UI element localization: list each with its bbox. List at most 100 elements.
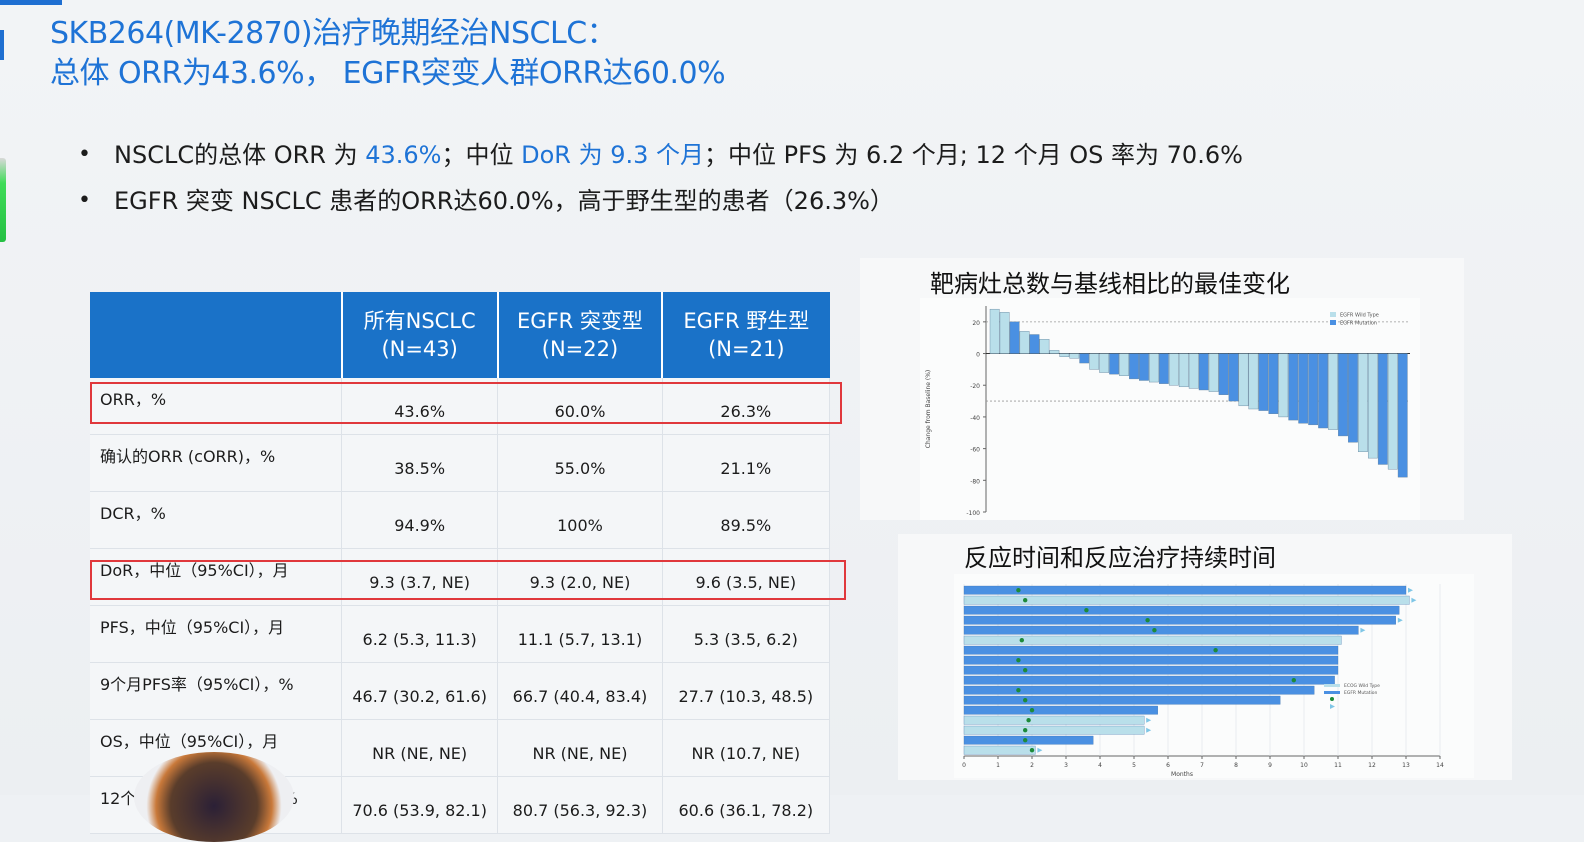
left-green-tab [0,158,6,242]
waterfall-bar [1308,353,1319,426]
response-marker [1023,698,1028,703]
table-header-cell: EGFR 突变型 (N=22) [497,292,664,378]
table-cell: 46.7 (30.2, 61.6) [341,662,499,720]
table-cell: 9.3 (2.0, NE) [497,548,663,606]
swimmer-plot-area: 0 1 2 3 4 5 6 7 8 9 10 11 12 13 14 Months ECOG Wild Type… [954,574,1474,778]
row-label: OS，中位（95%CI），月 [90,719,342,777]
table-header-cell: 所有NSCLC (N=43) [341,292,499,378]
table-cell: 6.2 (5.3, 11.3) [341,605,499,663]
x-tick-label: 14 [1436,762,1444,769]
bullet-highlight: DoR 为 9.3 个月 [521,141,704,169]
waterfall-bar [1278,353,1289,418]
table-header-cell [90,292,343,378]
title-line-2: 总体 ORR为43.6%， EGFR突变人群ORR达60.0% [50,56,726,91]
response-marker [1016,658,1021,663]
waterfall-bar [1228,353,1239,402]
x-tick-label: 9 [1268,762,1272,769]
waterfall-bar [1328,353,1338,430]
table-cell: 9.3 (3.7, NE) [341,548,499,606]
waterfall-bar [999,312,1010,354]
table-row: 确认的ORR (cORR)，% 38.5% 55.0% 21.1% [90,434,831,492]
swimmer-chart-title: 反应时间和反应治疗持续时间 [964,544,1276,572]
highlight-box-pfs [90,560,846,600]
table-cell: 9.6 (3.5, NE) [662,548,831,606]
bullet-dot: • [78,142,91,167]
swimmer-chart-panel: 反应时间和反应治疗持续时间 0 1 2 3 4 5 6 7 8 9 10 11 12 13 14 Months… [898,534,1512,780]
table-row: OS，中位（95%CI），月 NR (NE, NE) NR (NE, NE) NR (… [90,719,831,777]
waterfall-bar [1089,353,1100,370]
row-label: PFS，中位（95%CI），月 [90,605,342,663]
response-marker [1084,608,1089,613]
ongoing-arrow [1146,717,1152,723]
waterfall-bar [1119,353,1129,376]
response-marker [1023,598,1028,603]
title-line-1: SKB264(MK-2870)治疗晚期经治NSCLC： [50,16,617,51]
waterfall-bar [1039,339,1050,354]
table-cell: 27.7 (10.3, 48.5) [662,662,831,720]
x-tick-label: 3 [1064,762,1068,769]
waterfall-bar [1178,353,1189,388]
swimmer-bar [963,735,1094,745]
response-marker [1152,628,1157,633]
bullet-text-part: NSCLC的总体 ORR 为 [114,141,366,169]
waterfall-bar [1029,334,1040,354]
ongoing-arrow [1408,587,1413,593]
response-marker [1029,708,1035,713]
swimmer-bar [963,685,1315,695]
speaker-photo-fragment [134,752,294,842]
ongoing-arrow [1037,747,1043,753]
y-tick-label: -40 [970,415,980,422]
x-tick-label: 13 [1402,762,1410,769]
waterfall-bar [1338,353,1348,437]
y-tick-label: 0 [976,352,980,359]
x-tick-label: 5 [1132,762,1136,769]
waterfall-bar [1198,353,1209,391]
legend-swatch [1330,312,1336,317]
table-cell: 21.1% [662,434,831,492]
bullet-dot: • [78,188,91,213]
table-cell: 89.5% [662,491,831,549]
bullet-text-part: ；中位 PFS 为 6.2 个月; 12 个月 OS 率为 70.6% [704,141,1243,169]
swimmer-bar [963,745,1036,755]
response-marker [1291,678,1296,683]
waterfall-bar [1397,353,1408,478]
table-cell: 94.9% [341,491,499,549]
waterfall-bar [1019,331,1030,354]
x-tick-label: 12 [1368,762,1376,769]
highlight-box-orr [90,382,842,424]
response-marker [1023,668,1028,673]
table-row: PFS，中位（95%CI），月 6.2 (5.3, 11.3) 11.1 (5.7,… [90,605,831,663]
table-cell: 43.6% [341,378,499,435]
waterfall-bar [1258,353,1269,411]
y-tick-label: -80 [970,478,980,485]
table-cell: 60.6 (36.1, 78.2) [662,776,831,834]
bullet-text: NSCLC的总体 ORR 为 43.6%；中位 DoR 为 9.3 个月；中位 … [114,132,1243,178]
x-tick-label: 4 [1098,762,1102,769]
waterfall-chart: 20 0 -20 -40 -60 -80 -100 Change from Baseline … [925,306,1410,517]
row-label: DoR，中位（95%CI），月 [90,548,342,606]
row-label: 9个月PFS率（95%CI），% [90,662,342,720]
waterfall-bar [1358,353,1368,452]
table-cell: 80.7 (56.3, 92.3) [497,776,663,834]
waterfall-chart-panel: 靶病灶总数与基线相比的最佳变化 20 0 -20 -40 -60 -80 -100 Chang… [860,258,1464,520]
legend-marker [1330,697,1334,701]
waterfall-bar [1208,353,1219,392]
table-cell: 26.3% [662,378,831,435]
waterfall-bar [1009,321,1020,354]
waterfall-bar [1079,353,1090,364]
table-cell: 38.5% [341,434,499,492]
response-marker [1016,588,1021,593]
swimmer-bar [963,595,1410,605]
response-marker [1019,638,1024,643]
table-cell: 66.7 (40.4, 83.4) [497,662,663,720]
bullet-highlight: 43.6% [365,141,442,169]
waterfall-bar [1248,353,1259,410]
x-axis-label: Months [1171,771,1193,778]
legend-label: EGFR Wild Type [1340,313,1379,319]
x-tick-label: 7 [1200,762,1204,769]
table-row: DCR，% 94.9% 100% 89.5% [90,491,831,549]
legend-swatch [1324,684,1340,687]
waterfall-bar [1268,353,1279,414]
ongoing-arrow [1397,617,1403,623]
bullet-item: • NSCLC的总体 ORR 为 43.6%；中位 DoR 为 9.3 个月；中… [78,132,1243,178]
